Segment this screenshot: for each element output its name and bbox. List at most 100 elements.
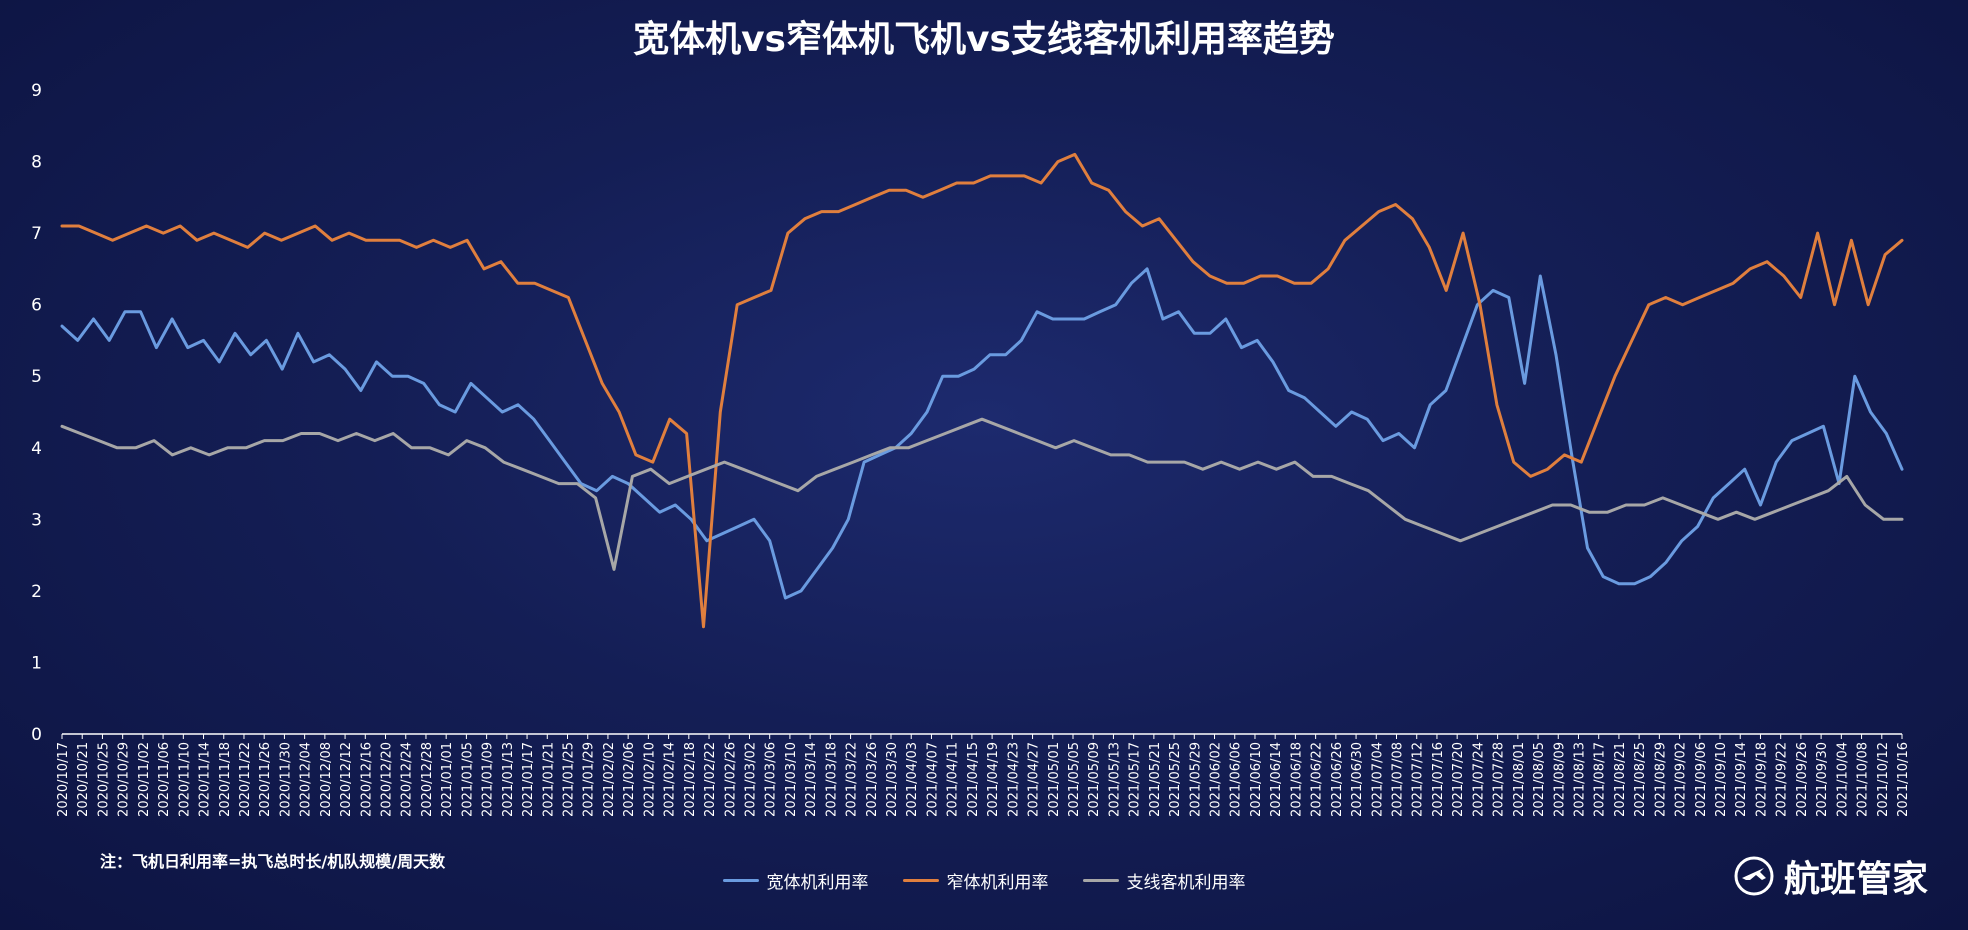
y-tick-label: 6 xyxy=(31,296,42,316)
x-tick-label: 2021/04/11 xyxy=(946,742,961,817)
y-tick-label: 1 xyxy=(31,653,42,673)
legend-label-narrow: 窄体机利用率 xyxy=(946,873,1049,893)
x-tick-label: 2021/06/02 xyxy=(1209,742,1224,817)
x-tick-label: 2021/04/07 xyxy=(925,742,940,817)
legend-line-regional-icon xyxy=(1082,879,1119,882)
x-tick-label: 2020/12/12 xyxy=(339,742,354,817)
footnote: 注：飞机日利用率=执飞总时长/机队规模/周天数 xyxy=(100,852,446,871)
x-tick-label: 2020/12/16 xyxy=(359,742,374,817)
x-tick-label: 2021/07/28 xyxy=(1492,742,1507,817)
x-tick-label: 2020/12/20 xyxy=(380,742,395,817)
x-tick-label: 2020/11/26 xyxy=(258,742,273,817)
x-tick-label: 2021/05/13 xyxy=(1107,742,1122,817)
x-tick-label: 2021/07/20 xyxy=(1451,742,1466,817)
x-tick-label: 2021/05/25 xyxy=(1168,742,1183,817)
x-tick-label: 2021/04/19 xyxy=(986,742,1001,817)
x-tick-label: 2021/06/06 xyxy=(1229,742,1244,817)
x-tick-label: 2021/01/25 xyxy=(561,742,576,817)
series-line-narrow xyxy=(60,152,1904,629)
legend-item-regional[interactable]: 支线客机利用率 xyxy=(1082,868,1246,893)
x-tick-label: 2021/03/30 xyxy=(885,742,900,817)
x-tick-label: 2021/04/27 xyxy=(1027,742,1042,817)
x-tick-label: 2021/03/18 xyxy=(824,742,839,817)
series-line-regional xyxy=(60,417,1904,571)
series-line-wide xyxy=(60,267,1904,600)
legend-item-narrow[interactable]: 窄体机利用率 xyxy=(902,868,1049,893)
x-tick-label: 2021/09/18 xyxy=(1754,742,1769,817)
x-tick-label: 2021/09/14 xyxy=(1734,742,1749,817)
x-tick-label: 2021/05/17 xyxy=(1128,742,1143,817)
x-tick-label: 2021/01/17 xyxy=(521,742,536,817)
legend-line-wide-icon xyxy=(722,879,759,882)
x-tick-label: 2021/10/12 xyxy=(1876,742,1891,817)
x-tick-label: 2021/03/10 xyxy=(784,742,799,817)
x-tick-label: 2021/05/01 xyxy=(1047,742,1062,817)
x-tick-label: 2021/07/24 xyxy=(1471,742,1486,817)
y-tick-label: 2 xyxy=(31,582,42,602)
x-tick-label: 2021/08/29 xyxy=(1653,742,1668,817)
x-tick-label: 2021/05/05 xyxy=(1067,742,1082,817)
legend-item-wide[interactable]: 宽体机利用率 xyxy=(722,868,869,893)
x-tick-label: 2021/06/14 xyxy=(1269,742,1284,817)
x-tick-label: 2021/03/02 xyxy=(743,742,758,817)
x-tick-label: 2021/08/17 xyxy=(1593,742,1608,817)
x-tick-label: 2021/06/18 xyxy=(1289,742,1304,817)
x-tick-label: 2021/03/26 xyxy=(865,742,880,817)
x-tick-label: 2021/01/13 xyxy=(501,742,516,817)
x-tick-label: 2020/11/30 xyxy=(278,742,293,817)
y-tick-label: 5 xyxy=(31,367,42,387)
x-tick-label: 2021/03/22 xyxy=(845,742,860,817)
x-tick-label: 2021/05/21 xyxy=(1148,742,1163,817)
airplane-logo-icon xyxy=(1734,856,1774,896)
x-tick-label: 2021/02/18 xyxy=(683,742,698,817)
x-tick-label: 2020/10/29 xyxy=(117,742,132,817)
x-tick-label: 2021/01/01 xyxy=(440,742,455,817)
x-tick-label: 2021/01/09 xyxy=(481,742,496,817)
x-tick-label: 2021/02/02 xyxy=(602,742,617,817)
x-tick-label: 2021/08/05 xyxy=(1532,742,1547,817)
x-tick-label: 2021/08/25 xyxy=(1633,742,1648,817)
x-tick-label: 2021/07/16 xyxy=(1431,742,1446,817)
x-tick-label: 2021/10/08 xyxy=(1856,742,1871,817)
y-tick-label: 3 xyxy=(31,510,42,530)
x-tick-label: 2021/07/12 xyxy=(1411,742,1426,817)
y-tick-label: 4 xyxy=(31,439,42,459)
x-tick-label: 2021/09/06 xyxy=(1694,742,1709,817)
x-tick-label: 2021/06/10 xyxy=(1249,742,1264,817)
x-tick-label: 2021/02/22 xyxy=(703,742,718,817)
x-tick-label: 2021/09/26 xyxy=(1795,742,1810,817)
x-tick-label: 2021/09/02 xyxy=(1674,742,1689,817)
brand-logo: 航班管家 xyxy=(1734,850,1928,902)
x-tick-label: 2021/07/08 xyxy=(1391,742,1406,817)
x-axis: 2020/10/17 2020/10/21 2020/10/25 2020/10/29… xyxy=(56,733,1911,817)
x-tick-label: 2020/11/06 xyxy=(157,742,172,817)
x-tick-label: 2021/08/21 xyxy=(1613,742,1628,817)
x-tick-label: 2020/10/25 xyxy=(96,742,111,817)
x-tick-label: 2020/11/18 xyxy=(218,742,233,817)
x-tick-label: 2021/05/09 xyxy=(1087,742,1102,817)
x-tick-label: 2020/12/08 xyxy=(319,742,334,817)
x-tick-label: 2021/02/10 xyxy=(642,742,657,817)
x-tick-label: 2021/06/22 xyxy=(1310,742,1325,817)
x-tick-label: 2021/07/04 xyxy=(1370,742,1385,817)
x-tick-label: 2021/09/22 xyxy=(1775,742,1790,817)
series-lines xyxy=(60,152,1904,629)
x-tick-label: 2021/06/26 xyxy=(1330,742,1345,817)
x-tick-label: 2020/12/04 xyxy=(299,742,314,817)
x-tick-label: 2020/11/22 xyxy=(238,742,253,817)
x-tick-label: 2020/10/21 xyxy=(76,742,91,817)
x-tick-label: 2021/08/09 xyxy=(1552,742,1567,817)
y-tick-label: 7 xyxy=(31,224,42,244)
x-tick-label: 2021/09/30 xyxy=(1815,742,1830,817)
brand-name: 航班管家 xyxy=(1783,859,1928,900)
x-tick-label: 2021/01/29 xyxy=(582,742,597,817)
x-tick-label: 2021/02/06 xyxy=(622,742,637,817)
x-tick-label: 2021/01/21 xyxy=(541,742,556,817)
x-tick-label: 2020/10/17 xyxy=(56,742,71,817)
x-tick-label: 2021/02/14 xyxy=(663,742,678,817)
x-tick-label: 2021/04/23 xyxy=(1006,742,1021,817)
legend-label-regional: 支线客机利用率 xyxy=(1126,873,1246,893)
x-tick-label: 2021/03/06 xyxy=(764,742,779,817)
x-tick-label: 2021/10/04 xyxy=(1835,742,1850,817)
